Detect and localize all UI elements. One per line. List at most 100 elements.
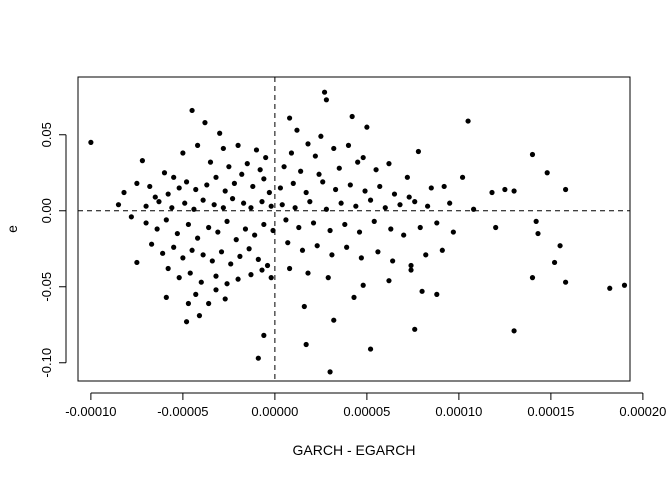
data-point bbox=[264, 262, 271, 269]
data-point bbox=[362, 188, 368, 194]
data-point bbox=[259, 267, 265, 273]
data-point bbox=[391, 191, 398, 197]
data-point bbox=[290, 180, 296, 186]
data-point bbox=[351, 294, 357, 300]
data-point bbox=[364, 124, 370, 130]
data-point bbox=[353, 203, 359, 209]
data-point bbox=[163, 217, 169, 223]
data-point bbox=[417, 224, 423, 231]
data-point bbox=[406, 194, 412, 200]
data-point bbox=[248, 272, 254, 278]
data-point bbox=[386, 278, 392, 284]
x-tick-label: 0.00000 bbox=[251, 404, 298, 419]
data-point bbox=[174, 230, 180, 237]
data-point bbox=[563, 279, 569, 285]
x-axis: -0.00010 -0.00005 0.00000 0.00005 0.00010 0.0… bbox=[65, 392, 666, 419]
data-point bbox=[195, 235, 201, 241]
data-point bbox=[355, 159, 361, 165]
data-point bbox=[563, 186, 569, 193]
data-point bbox=[367, 197, 374, 203]
data-point bbox=[310, 220, 317, 226]
data-point bbox=[529, 151, 536, 158]
data-point bbox=[134, 180, 140, 186]
data-point bbox=[401, 232, 407, 238]
data-point bbox=[229, 196, 236, 202]
data-point bbox=[367, 346, 374, 352]
data-point bbox=[193, 291, 199, 297]
data-point bbox=[195, 142, 201, 148]
data-point bbox=[325, 275, 331, 281]
data-point bbox=[419, 288, 425, 294]
data-point bbox=[502, 186, 508, 193]
data-point bbox=[206, 300, 212, 307]
data-point bbox=[215, 229, 221, 235]
data-point bbox=[412, 199, 418, 205]
data-point bbox=[301, 303, 307, 310]
data-point bbox=[307, 199, 313, 205]
data-point bbox=[149, 241, 155, 247]
data-point bbox=[386, 161, 392, 167]
data-point bbox=[213, 174, 219, 180]
data-point bbox=[196, 313, 203, 319]
data-point bbox=[156, 199, 162, 205]
data-point bbox=[360, 282, 366, 288]
data-point bbox=[143, 220, 149, 226]
data-point bbox=[287, 265, 293, 272]
data-point bbox=[255, 256, 261, 262]
data-point bbox=[185, 300, 191, 307]
data-point bbox=[459, 174, 466, 180]
y-tick-label: 0.00 bbox=[39, 198, 54, 223]
data-point bbox=[465, 118, 471, 124]
data-point bbox=[408, 262, 414, 269]
data-point bbox=[321, 89, 328, 95]
data-point bbox=[252, 232, 258, 238]
data-point bbox=[294, 127, 300, 133]
data-point bbox=[299, 247, 306, 253]
data-point bbox=[305, 270, 311, 276]
data-point bbox=[134, 259, 140, 266]
data-point bbox=[268, 203, 274, 209]
data-point bbox=[244, 161, 250, 167]
data-point bbox=[200, 197, 206, 203]
data-point bbox=[235, 276, 241, 282]
data-point bbox=[261, 176, 267, 182]
y-tick-label: 0.05 bbox=[39, 122, 54, 147]
data-point bbox=[204, 182, 210, 188]
data-point bbox=[182, 200, 188, 206]
data-point bbox=[213, 287, 219, 293]
data-point bbox=[377, 183, 383, 190]
data-point bbox=[544, 170, 550, 176]
data-point bbox=[163, 294, 169, 300]
data-point bbox=[345, 142, 352, 148]
data-point bbox=[529, 275, 536, 281]
data-point bbox=[428, 185, 434, 191]
data-point bbox=[191, 206, 197, 212]
data-point bbox=[320, 179, 326, 185]
data-point bbox=[277, 185, 283, 191]
data-point bbox=[557, 243, 563, 249]
data-point bbox=[246, 246, 252, 252]
data-point bbox=[303, 341, 309, 348]
data-point bbox=[218, 249, 225, 255]
x-tick-label: 0.00010 bbox=[435, 404, 482, 419]
data-point bbox=[390, 258, 396, 264]
data-point bbox=[180, 255, 186, 261]
data-point bbox=[397, 202, 403, 208]
data-point bbox=[235, 142, 241, 148]
data-point bbox=[349, 113, 355, 120]
data-point bbox=[241, 200, 247, 206]
data-point bbox=[356, 229, 363, 235]
data-point bbox=[434, 291, 440, 297]
data-point bbox=[439, 247, 445, 253]
data-point bbox=[154, 226, 160, 232]
data-point bbox=[342, 221, 348, 228]
data-point bbox=[180, 150, 186, 156]
data-point bbox=[183, 179, 190, 185]
data-point bbox=[189, 107, 195, 114]
data-point bbox=[327, 369, 333, 375]
data-point bbox=[323, 97, 329, 103]
data-point bbox=[287, 115, 293, 121]
data-point bbox=[288, 150, 295, 156]
data-point bbox=[303, 189, 309, 196]
